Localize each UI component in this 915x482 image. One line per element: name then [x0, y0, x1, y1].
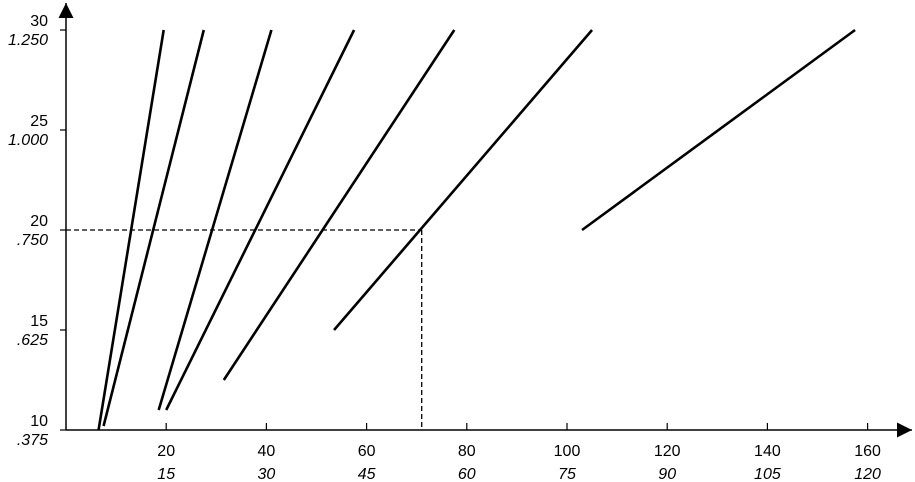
y-tick-sublabel: 1.250 [8, 32, 48, 49]
x-tick-label: 60 [358, 443, 376, 460]
y-tick-label: 25 [30, 113, 48, 130]
series-line-7 [581, 28, 856, 232]
y-tick-label: 15 [30, 313, 48, 330]
y-tick-label: 20 [30, 213, 48, 230]
series-line-4 [165, 29, 356, 411]
series-line-5 [222, 29, 456, 381]
x-tick-label: 40 [258, 443, 276, 460]
x-tick-sublabel: 60 [458, 466, 476, 482]
series-line-1 [97, 29, 165, 431]
x-tick-sublabel: 75 [558, 466, 576, 482]
x-tick-label: 120 [654, 443, 681, 460]
y-tick-label: 30 [30, 13, 48, 30]
x-tick-sublabel: 15 [157, 466, 175, 482]
series-line-2 [102, 29, 206, 427]
x-tick-label: 100 [554, 443, 581, 460]
x-tick-sublabel: 30 [258, 466, 276, 482]
x-tick-sublabel: 90 [658, 466, 676, 482]
x-tick-label: 140 [754, 443, 781, 460]
x-tick-label: 20 [157, 443, 175, 460]
x-tick-label: 160 [854, 443, 881, 460]
y-tick-label: 10 [30, 413, 48, 430]
y-tick-sublabel: .375 [17, 432, 48, 449]
x-tick-label: 80 [458, 443, 476, 460]
x-tick-sublabel: 45 [358, 466, 376, 482]
series-line-6 [333, 29, 594, 331]
y-tick-sublabel: .625 [17, 332, 48, 349]
x-tick-sublabel: 105 [754, 466, 781, 482]
x-tick-sublabel: 120 [854, 466, 881, 482]
y-tick-sublabel: .750 [17, 232, 48, 249]
y-tick-sublabel: 1.000 [8, 132, 48, 149]
series-line-3 [157, 29, 273, 411]
